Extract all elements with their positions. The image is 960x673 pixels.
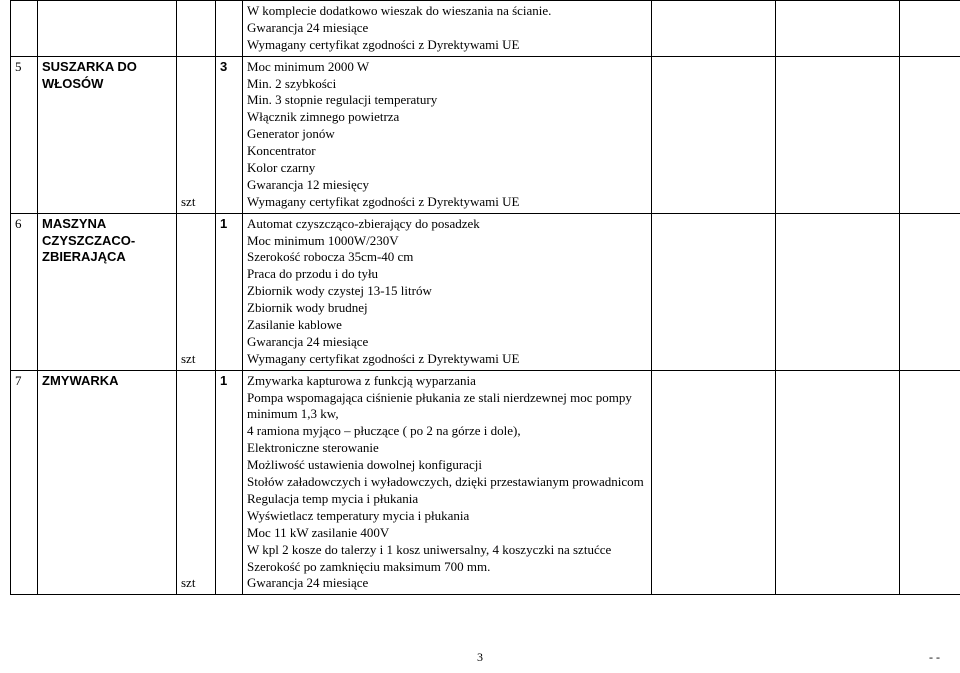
table-row: 7ZMYWARKAszt1Zmywarka kapturowa z funkcj… bbox=[11, 370, 960, 595]
quantity: 3 bbox=[216, 56, 243, 213]
empty-cell bbox=[652, 1, 776, 57]
unit bbox=[177, 1, 216, 57]
empty-cell bbox=[652, 370, 776, 595]
item-name: MASZYNA CZYSZCZACO-ZBIERAJĄCA bbox=[38, 213, 177, 370]
row-number: 5 bbox=[11, 56, 38, 213]
unit: szt bbox=[177, 56, 216, 213]
empty-cell bbox=[900, 1, 960, 57]
item-name: ZMYWARKA bbox=[38, 370, 177, 595]
item-name: SUSZARKA DO WŁOSÓW bbox=[38, 56, 177, 213]
empty-cell bbox=[652, 56, 776, 213]
description: Automat czyszcząco-zbierający do posadze… bbox=[243, 213, 652, 370]
page-number: 3 bbox=[477, 650, 483, 665]
empty-cell bbox=[776, 56, 900, 213]
table-row: W komplecie dodatkowo wieszak do wieszan… bbox=[11, 1, 960, 57]
row-number: 6 bbox=[11, 213, 38, 370]
description: Zmywarka kapturowa z funkcją wyparzaniaP… bbox=[243, 370, 652, 595]
empty-cell bbox=[900, 370, 960, 595]
row-number bbox=[11, 1, 38, 57]
description: W komplecie dodatkowo wieszak do wieszan… bbox=[243, 1, 652, 57]
quantity: 1 bbox=[216, 213, 243, 370]
spec-table: W komplecie dodatkowo wieszak do wieszan… bbox=[10, 0, 960, 595]
empty-cell bbox=[900, 213, 960, 370]
unit: szt bbox=[177, 370, 216, 595]
empty-cell bbox=[900, 56, 960, 213]
footer-dash: - - bbox=[929, 650, 940, 665]
empty-cell bbox=[776, 213, 900, 370]
quantity: 1 bbox=[216, 370, 243, 595]
description: Moc minimum 2000 WMin. 2 szybkościMin. 3… bbox=[243, 56, 652, 213]
quantity bbox=[216, 1, 243, 57]
empty-cell bbox=[652, 213, 776, 370]
unit: szt bbox=[177, 213, 216, 370]
table-row: 6MASZYNA CZYSZCZACO-ZBIERAJĄCAszt1Automa… bbox=[11, 213, 960, 370]
empty-cell bbox=[776, 1, 900, 57]
table-row: 5SUSZARKA DO WŁOSÓWszt3Moc minimum 2000 … bbox=[11, 56, 960, 213]
empty-cell bbox=[776, 370, 900, 595]
item-name bbox=[38, 1, 177, 57]
row-number: 7 bbox=[11, 370, 38, 595]
